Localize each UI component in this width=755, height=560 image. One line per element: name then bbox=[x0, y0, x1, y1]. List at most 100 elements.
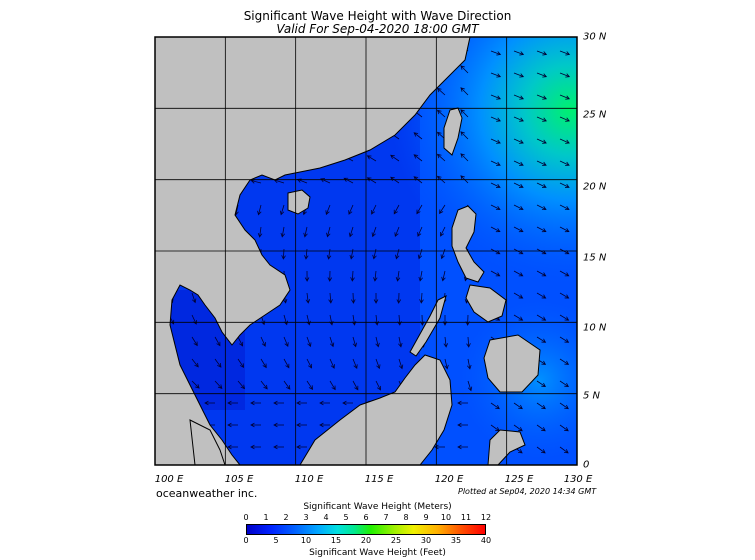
meters-tick-10: 10 bbox=[440, 513, 452, 522]
wave-arrow bbox=[326, 226, 331, 238]
wave-arrow bbox=[490, 270, 501, 277]
x-label-105e: 105 E bbox=[224, 474, 254, 485]
wave-arrow bbox=[373, 270, 378, 282]
wave-arrow bbox=[283, 358, 290, 369]
feet-tick-20: 20 bbox=[360, 536, 372, 545]
wave-arrow bbox=[343, 177, 354, 184]
wave-arrow bbox=[460, 153, 469, 162]
wave-arrow bbox=[342, 400, 353, 406]
wave-arrow bbox=[559, 380, 570, 388]
wave-arrow bbox=[257, 204, 262, 216]
wave-arrow bbox=[490, 116, 501, 122]
map-title: Significant Wave Height with Wave Direct… bbox=[243, 9, 512, 23]
malay-peninsula-south bbox=[189, 419, 226, 465]
wave-arrow bbox=[490, 226, 501, 233]
wave-arrow bbox=[536, 446, 546, 454]
y-label-25n: 25 N bbox=[583, 109, 607, 121]
wave-arrow bbox=[559, 292, 570, 299]
wave-arrow bbox=[559, 182, 570, 188]
wave-arrow bbox=[490, 72, 502, 78]
wave-arrow bbox=[536, 204, 547, 211]
wave-arrow bbox=[191, 292, 197, 304]
taiwan bbox=[443, 107, 463, 156]
wave-arrow bbox=[559, 94, 571, 100]
x-label-100e: 100 E bbox=[154, 474, 184, 485]
wave-arrow bbox=[260, 380, 268, 390]
wave-arrow bbox=[260, 336, 266, 347]
wave-arrow bbox=[559, 446, 569, 454]
wave-arrow bbox=[296, 400, 307, 406]
wave-arrow bbox=[416, 204, 423, 215]
y-label-15n: 15 N bbox=[583, 252, 607, 264]
luzon bbox=[451, 205, 485, 283]
wave-arrow bbox=[490, 50, 502, 56]
wave-arrow bbox=[350, 270, 355, 282]
map-subtitle: Valid For Sep-04-2020 18:00 GMT bbox=[276, 22, 479, 36]
wave-arrow bbox=[306, 380, 313, 391]
wave-arrow bbox=[559, 160, 570, 166]
wave-arrow bbox=[227, 444, 238, 450]
wave-arrow bbox=[513, 402, 523, 410]
wave-arrow bbox=[460, 65, 469, 74]
meters-tick-11: 11 bbox=[460, 513, 472, 522]
wave-arrow bbox=[375, 380, 382, 391]
meters-tick-1: 1 bbox=[263, 513, 269, 522]
wave-arrow bbox=[214, 336, 221, 347]
wave-arrow bbox=[303, 226, 308, 238]
wave-arrow bbox=[352, 336, 358, 348]
wave-arrow bbox=[536, 424, 546, 432]
wave-arrow bbox=[296, 422, 307, 428]
wave-arrow bbox=[513, 226, 524, 233]
wave-arrow bbox=[260, 358, 267, 369]
wave-arrow bbox=[559, 116, 570, 122]
wave-arrow bbox=[306, 336, 312, 348]
wave-arrow bbox=[375, 336, 380, 348]
map-frame bbox=[154, 36, 578, 466]
wave-arrow bbox=[536, 182, 547, 188]
wave-arrow bbox=[273, 422, 284, 428]
wave-height-map bbox=[154, 36, 578, 466]
wave-arrow bbox=[280, 226, 286, 238]
feet-tick-0: 0 bbox=[243, 536, 249, 545]
wave-arrow bbox=[191, 358, 199, 368]
wave-arrow bbox=[325, 204, 331, 216]
wave-arrow bbox=[257, 226, 263, 238]
wave-arrow bbox=[227, 400, 238, 406]
wave-arrow bbox=[319, 422, 330, 428]
wave-arrow bbox=[214, 380, 223, 389]
wave-arrow bbox=[559, 72, 571, 78]
wave-arrow bbox=[559, 50, 571, 56]
wave-arrow bbox=[413, 132, 423, 140]
wave-arrow bbox=[352, 380, 359, 391]
meters-tick-4: 4 bbox=[323, 513, 329, 522]
wave-arrow bbox=[417, 226, 423, 237]
wave-arrow bbox=[418, 270, 423, 282]
wave-arrow bbox=[329, 336, 335, 348]
wave-arrow bbox=[513, 270, 524, 277]
wave-arrow bbox=[490, 204, 501, 211]
feet-tick-15: 15 bbox=[330, 536, 342, 545]
wave-arrow bbox=[559, 226, 570, 233]
feet-tick-30: 30 bbox=[420, 536, 432, 545]
wave-arrow bbox=[536, 314, 547, 321]
wave-arrow bbox=[536, 270, 547, 277]
wave-arrow bbox=[536, 116, 547, 122]
wave-arrow bbox=[513, 160, 524, 166]
wave-arrow bbox=[460, 87, 469, 96]
x-label-110e: 110 E bbox=[294, 474, 324, 485]
wave-arrow bbox=[371, 204, 377, 215]
colorbar-meters-title: Significant Wave Height (Meters) bbox=[303, 502, 452, 512]
x-label-125e: 125 E bbox=[504, 474, 534, 485]
x-label-120e: 120 E bbox=[434, 474, 464, 485]
wave-arrow bbox=[394, 226, 400, 238]
wave-arrow bbox=[398, 336, 403, 348]
wave-arrow bbox=[536, 138, 547, 144]
wave-arrow bbox=[536, 94, 548, 100]
wave-arrow bbox=[513, 50, 525, 56]
wave-arrow bbox=[513, 116, 524, 122]
wave-arrow bbox=[559, 138, 570, 144]
meters-tick-7: 7 bbox=[383, 513, 389, 522]
meters-tick-12: 12 bbox=[480, 513, 492, 522]
wave-arrow bbox=[348, 226, 354, 238]
wave-arrow bbox=[536, 50, 548, 56]
